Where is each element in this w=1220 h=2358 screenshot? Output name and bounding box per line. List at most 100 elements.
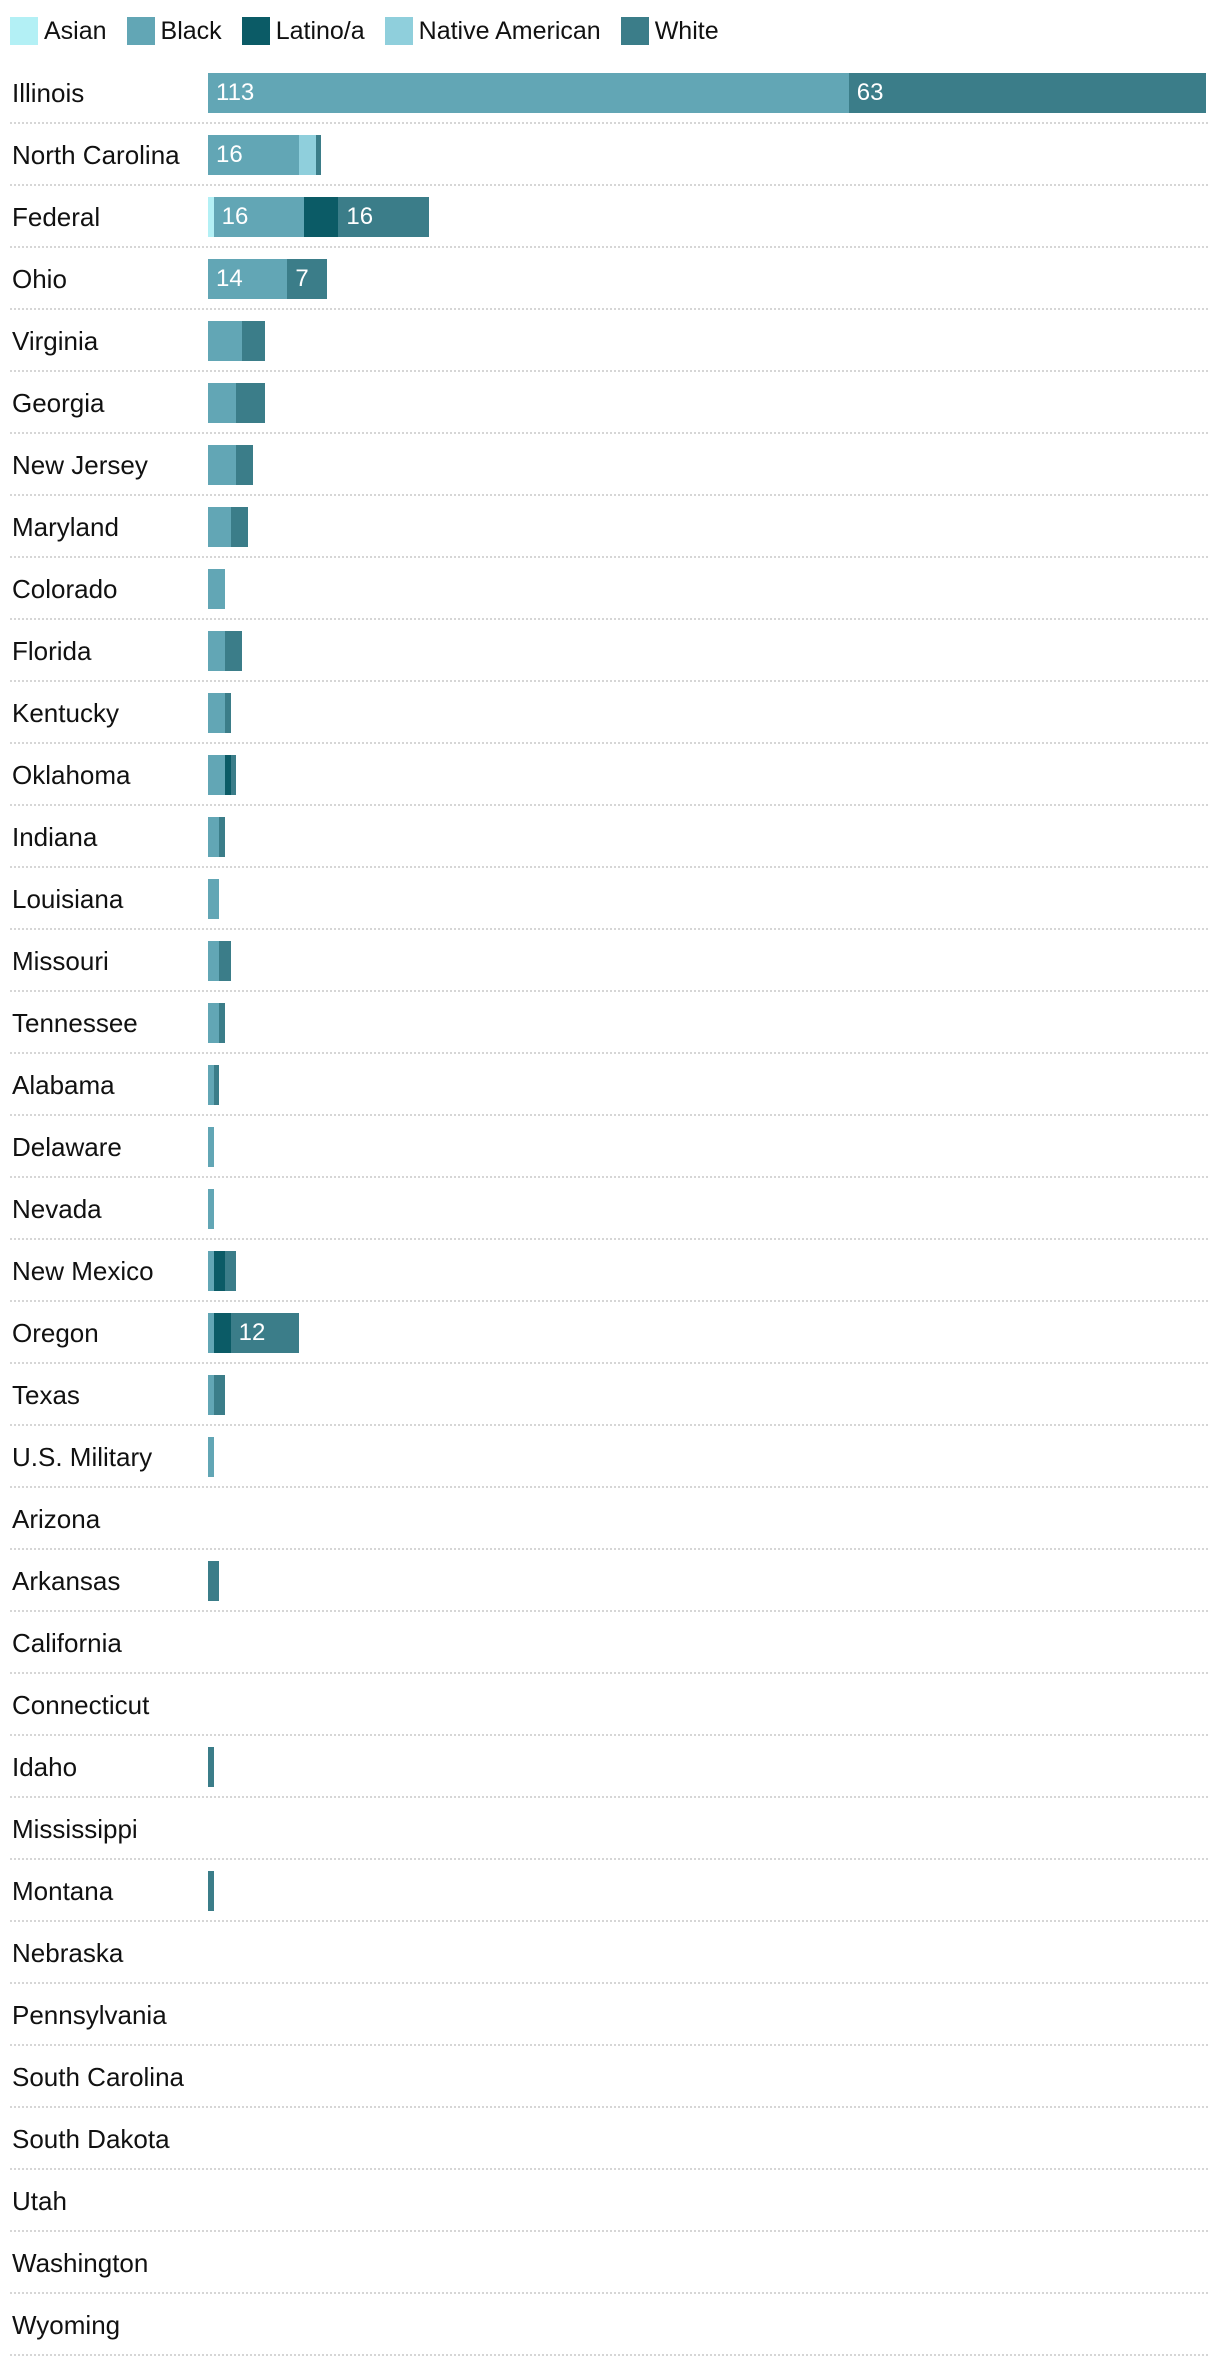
row-divider [10,1610,1208,1612]
row-colorado: Colorado [0,558,1220,620]
category-label: Virginia [12,326,99,356]
category-label: Kentucky [12,698,119,728]
category-label: Pennsylvania [12,2000,167,2030]
bar-segment-white [225,631,242,671]
row-new-mexico: New Mexico [0,1240,1220,1302]
legend-label: White [654,17,719,45]
data-label: 12 [238,1319,266,1346]
bar-segment-black [208,755,225,795]
bar-segment-white: 16 [338,197,430,237]
row-florida: Florida [0,620,1220,682]
row-south-carolina: South Carolina [0,2046,1220,2108]
legend-swatch [384,17,413,45]
bar-segment-white [219,941,231,981]
category-label: Maryland [12,512,119,542]
row-virginia: Virginia [0,310,1220,372]
row-delaware: Delaware [0,1116,1220,1178]
bar-segment-white [242,321,265,361]
row-divider [10,804,1208,806]
bar-segment-white [236,445,254,485]
category-label: Florida [12,636,92,666]
bar-segment-black: 16 [213,197,305,237]
row-divider [10,1176,1208,1178]
row-divider [10,1982,1208,1984]
bar-segment-white [208,1561,220,1601]
data-label: 63 [856,79,884,106]
legend-item-white: White [620,17,719,45]
stacked-bar [208,941,1206,981]
row-georgia: Georgia [0,372,1220,434]
stacked-bar [208,2119,1206,2159]
bar-segment-black [208,507,231,547]
category-label: Connecticut [12,1690,150,1720]
stacked-bar: 14 7 [208,259,1206,299]
chart-legend: Asian Black Latino/a Native American White [10,14,739,48]
category-label: Nebraska [12,1938,124,1968]
category-label: California [12,1628,122,1658]
category-label: Georgia [12,388,105,418]
bar-segment-black [208,321,243,361]
category-label: Alabama [12,1070,115,1100]
legend-swatch [241,17,270,45]
row-divider [10,184,1208,186]
stacked-bar [208,1561,1206,1601]
row-arizona: Arizona [0,1488,1220,1550]
bar-segment-black [208,569,225,609]
row-mississippi: Mississippi [0,1798,1220,1860]
bar-segment-white [213,1065,220,1105]
bar-segment-black [208,445,237,485]
stacked-bar [208,569,1206,609]
stacked-bar [208,445,1206,485]
row-divider [10,928,1208,930]
stacked-bar: 113 63 [208,73,1206,113]
bar-segment-black [208,941,220,981]
bar-segment-white [208,1871,214,1911]
bar-segment-black: 14 [208,259,288,299]
category-label: Arkansas [12,1566,121,1596]
row-tennessee: Tennessee [0,992,1220,1054]
bar-segment-white [230,507,248,547]
stacked-bar [208,693,1206,733]
bar-segment-latino-a [225,755,231,795]
category-label: Idaho [12,1752,78,1782]
stacked-bar [208,1189,1206,1229]
legend-item-latino-a: Latino/a [241,17,365,45]
row-montana: Montana [0,1860,1220,1922]
category-label: South Carolina [12,2062,184,2092]
category-label: North Carolina [12,140,180,170]
stacked-bar [208,1809,1206,1849]
bar-segment-black [208,693,225,733]
row-ohio: Ohio 14 7 [0,248,1220,310]
stacked-bar [208,2181,1206,2221]
row-divider [10,1734,1208,1736]
stacked-bar [208,383,1206,423]
legend-item-black: Black [126,17,222,45]
row-divider [10,1796,1208,1798]
category-label: Utah [12,2186,67,2216]
row-divider [10,2044,1208,2046]
stacked-bar [208,1251,1206,1291]
data-label: 16 [221,203,249,230]
stacked-bar [208,817,1206,857]
stacked-bar [208,1437,1206,1477]
row-u-s-military: U.S. Military [0,1426,1220,1488]
bar-segment-white: 12 [230,1313,299,1353]
row-california: California [0,1612,1220,1674]
row-divider [10,990,1208,992]
category-label: Delaware [12,1132,122,1162]
row-divider [10,742,1208,744]
data-label: 14 [216,265,243,292]
bar-segment-white [208,1747,214,1787]
bar-segment-latino-a [213,1251,225,1291]
bar-segment-asian [208,197,214,237]
category-label: Mississippi [12,1814,138,1844]
row-divider [10,618,1208,620]
row-divider [10,2168,1208,2170]
row-divider [10,494,1208,496]
bar-segment-white: 63 [848,73,1206,113]
row-divider [10,1486,1208,1488]
category-label: Federal [12,202,101,232]
row-missouri: Missouri [0,930,1220,992]
row-pennsylvania: Pennsylvania [0,1984,1220,2046]
